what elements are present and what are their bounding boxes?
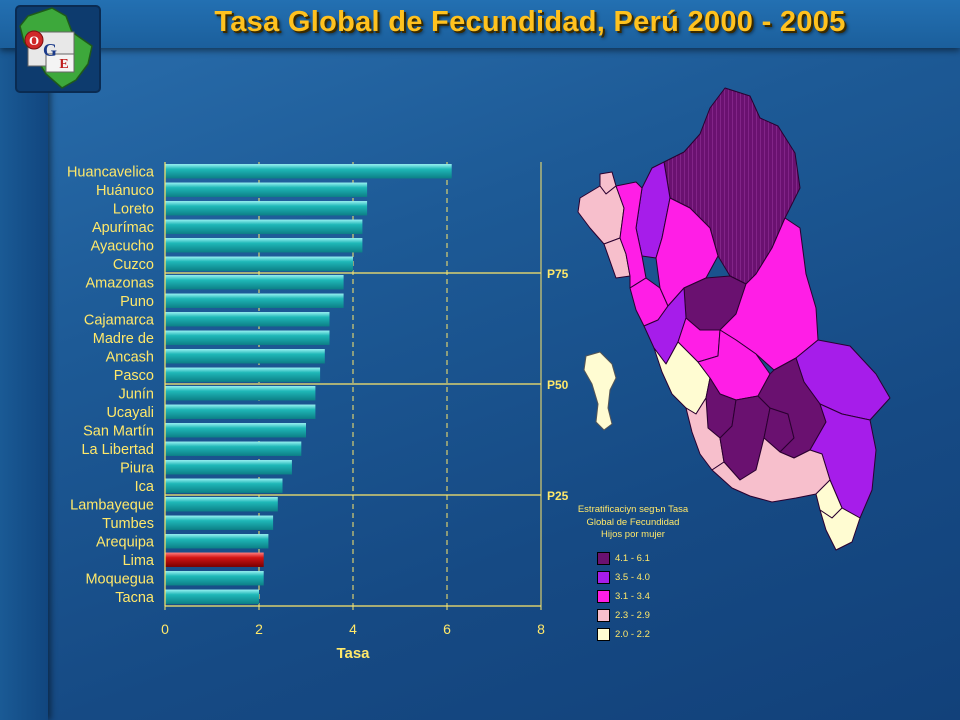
- category-label: Moquegua: [85, 571, 154, 587]
- category-label: Ucayali: [106, 405, 154, 421]
- legend-swatch: [597, 589, 610, 603]
- logo-letter-g: G: [43, 40, 57, 60]
- percentile-label: P50: [547, 378, 569, 392]
- legend-label: 3.1 - 3.4: [615, 590, 650, 602]
- category-label: Lambayeque: [70, 497, 154, 513]
- bar: [165, 423, 306, 438]
- x-axis-title: Tasa: [336, 645, 370, 662]
- bar: [165, 312, 330, 327]
- legend-item: 3.1 - 3.4: [597, 587, 718, 606]
- bar: [165, 293, 344, 308]
- category-label: Lima: [123, 553, 155, 569]
- bar: [165, 552, 264, 567]
- legend-item: 3.5 - 4.0: [597, 568, 718, 587]
- category-label: Apurímac: [92, 220, 154, 236]
- logo-letter-e: E: [59, 57, 68, 72]
- category-label: Tumbes: [102, 516, 154, 532]
- bar: [165, 275, 344, 290]
- x-tick-label: 6: [443, 621, 451, 637]
- category-label: Huancavelica: [67, 164, 155, 180]
- category-label: Arequipa: [96, 534, 155, 550]
- category-label: Huánuco: [96, 183, 154, 199]
- category-label: Junín: [119, 386, 154, 402]
- fertility-bar-chart: P75 P50 P25 Huancavelica Huánuco Loreto Apurím…: [67, 162, 569, 662]
- category-label: Puno: [120, 294, 154, 310]
- bar: [165, 534, 269, 549]
- bar: [165, 441, 302, 456]
- bar: [165, 238, 363, 253]
- category-label: Ayacucho: [91, 238, 154, 254]
- bar: [165, 478, 283, 493]
- bar: [165, 367, 321, 382]
- legend-label: 3.5 - 4.0: [615, 571, 650, 583]
- bar: [165, 460, 292, 475]
- percentile-label: P75: [547, 267, 569, 281]
- x-tick-label: 8: [537, 621, 545, 637]
- x-tick-label: 2: [255, 621, 263, 637]
- category-label: Cajamarca: [84, 312, 155, 328]
- bar: [165, 589, 259, 604]
- legend-title-line-2: Global de Fecundidad: [586, 516, 680, 528]
- percentile-label: P25: [547, 489, 569, 503]
- x-tick-label: 4: [349, 621, 357, 637]
- x-tick-label: 0: [161, 621, 169, 637]
- legend-swatch: [597, 551, 610, 565]
- bar: [165, 182, 368, 197]
- legend-item: 4.1 - 6.1: [597, 549, 718, 568]
- bar: [165, 256, 353, 271]
- lima-detail-inset: [583, 351, 617, 431]
- bar: [165, 404, 316, 419]
- page-title: Tasa Global de Fecundidad, Perú 2000 - 2…: [214, 6, 846, 38]
- bar: [165, 515, 274, 530]
- legend-label: 4.1 - 6.1: [615, 552, 650, 564]
- region-tacna: [819, 507, 861, 551]
- category-label: San Martín: [83, 423, 154, 439]
- legend-item: 2.3 - 2.9: [597, 606, 718, 625]
- category-label: Amazonas: [85, 275, 154, 291]
- bar: [165, 349, 325, 364]
- bar: [165, 497, 278, 512]
- category-label: La Libertad: [81, 442, 154, 458]
- category-label: Ica: [135, 479, 155, 495]
- legend-swatch: [597, 627, 610, 641]
- legend-title-line-1: Estratificaciyn segъn Tasa: [577, 504, 689, 515]
- legend-title-line-3: Hijos por mujer: [601, 529, 665, 540]
- legend-title: Estratificaciyn segъn Tasa Global de Fec…: [548, 504, 718, 542]
- category-label: Madre de: [93, 331, 154, 347]
- category-label: Tacna: [115, 590, 155, 606]
- category-label: Loreto: [113, 201, 154, 217]
- category-label: Ancash: [106, 349, 154, 365]
- logo-letter-o: O: [29, 33, 39, 48]
- legend-item: 2.0 - 2.2: [597, 625, 718, 644]
- region-san-martin: [655, 197, 719, 307]
- oge-logo: O G E: [15, 5, 101, 93]
- bar: [165, 201, 368, 216]
- region-piura: [577, 185, 625, 245]
- legend-label: 2.3 - 2.9: [615, 609, 650, 621]
- bar: [165, 571, 264, 586]
- left-frame-bar: [0, 0, 48, 720]
- bar: [165, 330, 330, 345]
- legend-swatch: [597, 570, 610, 584]
- bar: [165, 164, 452, 179]
- bar: [165, 219, 363, 234]
- bar: [165, 386, 316, 401]
- legend-label: 2.0 - 2.2: [615, 628, 650, 640]
- legend-swatch: [597, 608, 610, 622]
- category-label: Pasco: [114, 368, 154, 384]
- category-label: Piura: [120, 460, 155, 476]
- top-frame-bar: [0, 0, 960, 48]
- peru-map: [577, 87, 891, 551]
- region-arequipa: [711, 437, 831, 503]
- legend-items: 4.1 - 6.1 3.5 - 4.0 3.1 - 3.4 2.3 - 2.9 …: [597, 549, 718, 644]
- category-label: Cuzco: [113, 257, 154, 273]
- map-legend: Estratificaciyn segъn Tasa Global de Fec…: [548, 504, 718, 644]
